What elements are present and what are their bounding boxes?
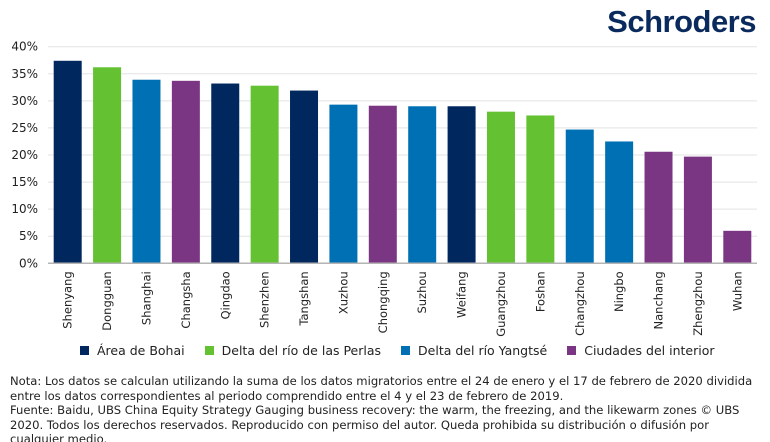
schroders-logo: Schroders <box>607 4 756 39</box>
y-tick-label: 20% <box>11 148 38 162</box>
x-tick-label: Dongguan <box>100 271 114 330</box>
x-tick-label: Shenzhen <box>258 271 272 328</box>
source-text: Fuente: Baidu, UBS China Equity Strategy… <box>10 403 740 442</box>
legend: Área de Bohai Delta del río de las Perlas… <box>80 343 735 358</box>
bar-shanghai <box>132 79 161 264</box>
bar-foshan <box>526 115 555 264</box>
x-tick-label: Changsha <box>179 271 193 328</box>
x-tick-label: Ningbo <box>612 271 626 312</box>
bar-chongqing <box>368 105 397 264</box>
legend-label: Delta del río de las Perlas <box>221 343 382 358</box>
y-tick-label: 0% <box>19 256 38 270</box>
legend-label: Delta del río Yangtsé <box>418 343 548 358</box>
x-tick-label: Suzhou <box>415 271 429 313</box>
bar-guangzhou <box>486 111 515 264</box>
bar-changzhou <box>565 129 594 264</box>
x-tick-label: Xuzhou <box>336 271 350 314</box>
bar-weifang <box>447 106 476 264</box>
y-tick-label: 30% <box>11 94 38 108</box>
bar-dongguan <box>93 67 122 264</box>
bar-chart: 0% 5% 10% 15% 20% 25% 30% 35% 40% Shenyang Donggua… <box>11 40 757 337</box>
bar-xuzhou <box>329 104 358 264</box>
bar-shenyang <box>53 60 82 264</box>
bar-tangshan <box>290 90 319 264</box>
legend-swatch <box>401 346 411 355</box>
bar-changsha <box>171 80 200 264</box>
bar-wuhan <box>723 230 752 264</box>
y-tick-label: 35% <box>11 67 38 81</box>
note-text: Nota: Los datos se calculan utilizando l… <box>10 374 753 403</box>
legend-swatch <box>567 346 577 355</box>
y-tick-label: 25% <box>11 121 38 135</box>
x-tick-label: Nanchang <box>652 271 666 329</box>
y-tick-label: 15% <box>11 175 38 189</box>
x-tick-label: Chongqing <box>376 271 390 333</box>
x-tick-label: Wuhan <box>730 271 744 311</box>
bar-suzhou <box>408 106 437 264</box>
legend-item: Delta del río Yangtsé <box>401 343 547 358</box>
legend-swatch <box>80 346 89 355</box>
bar-qingdao <box>211 83 240 264</box>
bar-shenzhen <box>250 85 279 264</box>
bar-zhengzhou <box>683 156 712 264</box>
x-tick-label: Zhengzhou <box>691 271 705 335</box>
legend-item: Área de Bohai <box>80 343 185 358</box>
x-tick-label: Shanghai <box>139 271 153 325</box>
y-tick-label: 40% <box>11 40 38 54</box>
x-tick-label: Foshan <box>533 271 547 312</box>
x-tick-label: Weifang <box>455 271 469 318</box>
x-tick-label: Changzhou <box>573 271 587 336</box>
x-tick-label: Tangshan <box>297 271 311 326</box>
legend-label: Área de Bohai <box>97 343 185 358</box>
legend-item: Ciudades del interior <box>567 343 715 358</box>
y-tick-label: 10% <box>11 202 38 216</box>
x-tick-label: Shenyang <box>61 271 75 328</box>
legend-label: Ciudades del interior <box>584 343 715 358</box>
y-tick-label: 5% <box>19 229 38 243</box>
legend-item: Delta del río de las Perlas <box>204 343 382 358</box>
x-tick-label: Qingdao <box>218 271 232 319</box>
x-tick-label: Guangzhou <box>494 271 508 337</box>
bar-nanchang <box>644 151 673 264</box>
bar-ningbo <box>605 141 634 264</box>
legend-swatch <box>204 346 214 355</box>
footnotes: Nota: Los datos se calculan utilizando l… <box>10 374 765 442</box>
